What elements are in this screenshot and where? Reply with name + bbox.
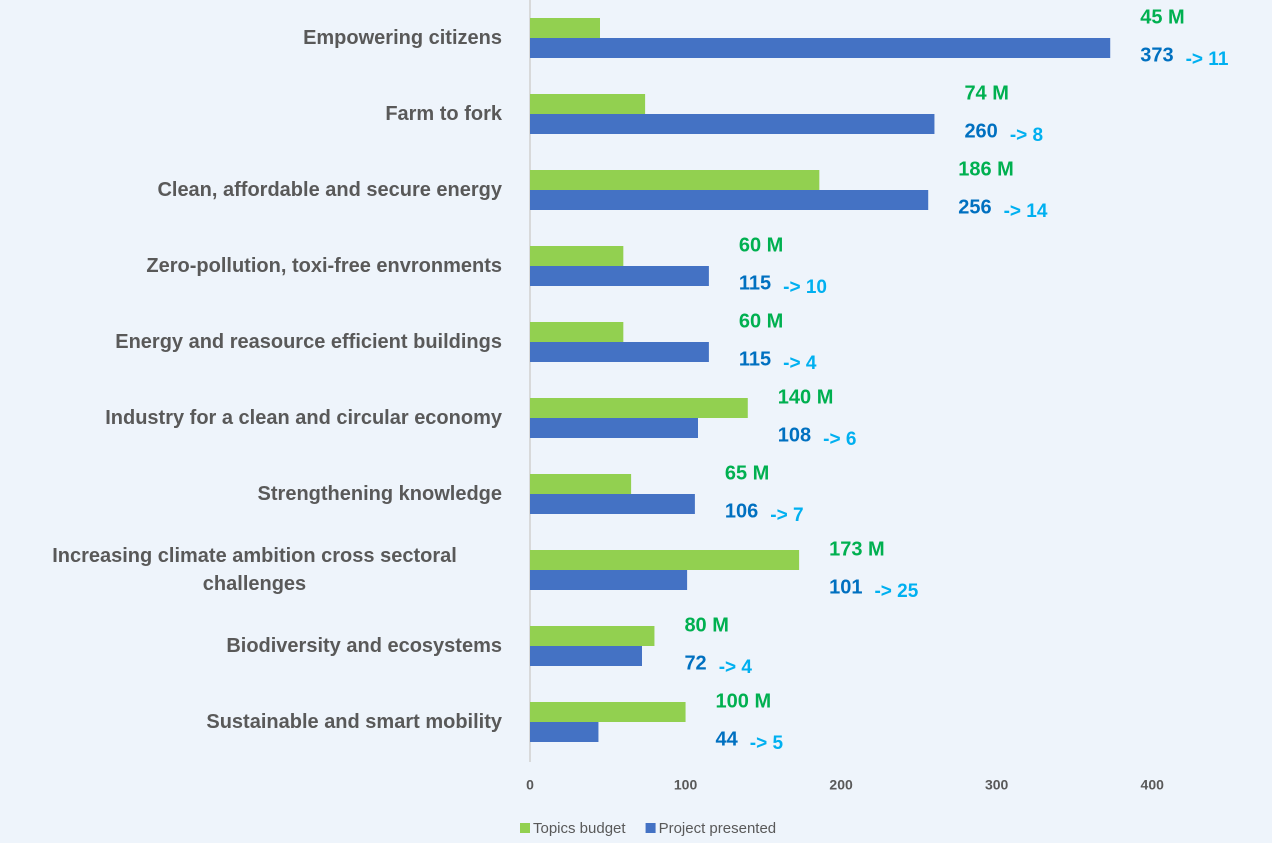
bar [530,246,624,266]
value-label: 115 [739,348,771,370]
value-label: 60 M [739,310,783,332]
annotation: -> 7 [770,505,803,526]
bar [530,398,748,418]
category-label: Sustainable and smart mobility [206,711,502,733]
bar [530,38,1111,58]
value-label: 373 [1140,44,1173,66]
legend-label: Topics budget [533,820,626,837]
bar [530,646,642,666]
bar [530,702,686,722]
annotation: -> 5 [750,733,784,754]
legend-swatch [645,823,656,833]
bar [530,266,709,286]
bar [530,550,800,570]
annotation: -> 10 [783,277,827,298]
value-label: 65 M [725,462,769,484]
annotation: -> 8 [1010,125,1043,146]
annotation: -> 14 [1004,201,1048,222]
value-label: 60 M [739,234,783,256]
bar [530,418,698,438]
bar [530,190,929,210]
bar [530,18,600,38]
bar [530,494,695,514]
category-label: Increasing climate ambition cross sector… [52,545,457,595]
x-tick-label: 100 [674,777,698,793]
x-tick-label: 300 [985,777,1009,793]
value-label: 140 M [778,386,834,408]
legend-label: Project presented [659,820,777,837]
value-label: 100 M [716,690,772,712]
bar [530,114,935,134]
value-label: 108 [778,424,811,446]
bar [530,570,688,590]
bar [530,342,709,362]
category-label: Industry for a clean and circular econom… [105,407,502,429]
bar [530,722,599,742]
x-tick-label: 0 [526,777,534,793]
value-label: 173 M [829,538,885,560]
value-label: 186 M [958,158,1014,180]
value-label: 72 [684,652,706,674]
value-label: 80 M [684,614,728,636]
value-label: 74 M [964,82,1008,104]
x-tick-label: 200 [829,777,853,793]
value-label: 44 [716,728,739,750]
category-label: Clean, affordable and secure energy [157,179,502,201]
annotation: -> 6 [823,429,856,450]
category-label: Strengthening knowledge [257,483,502,505]
value-label: 256 [958,196,991,218]
bar [530,170,820,190]
annotation: -> 25 [874,581,918,602]
category-label: Biodiversity and ecosystems [226,635,502,657]
category-label: Empowering citizens [303,27,502,49]
value-label: 45 M [1140,6,1184,28]
annotation: -> 4 [783,353,817,374]
bar [530,322,624,342]
value-label: 101 [829,576,862,598]
bar [530,474,632,494]
bar [530,626,655,646]
value-label: 260 [964,120,997,142]
category-label: Farm to fork [385,103,502,125]
annotation: -> 11 [1186,49,1229,70]
category-label: Energy and reasource efficient buildings [115,331,502,353]
bar [530,94,646,114]
category-label: Zero-pollution, toxi-free envronments [146,255,502,277]
value-label: 106 [725,500,758,522]
x-tick-label: 400 [1141,777,1165,793]
annotation: -> 4 [719,657,753,678]
value-label: 115 [739,272,771,294]
legend-swatch [520,823,530,833]
